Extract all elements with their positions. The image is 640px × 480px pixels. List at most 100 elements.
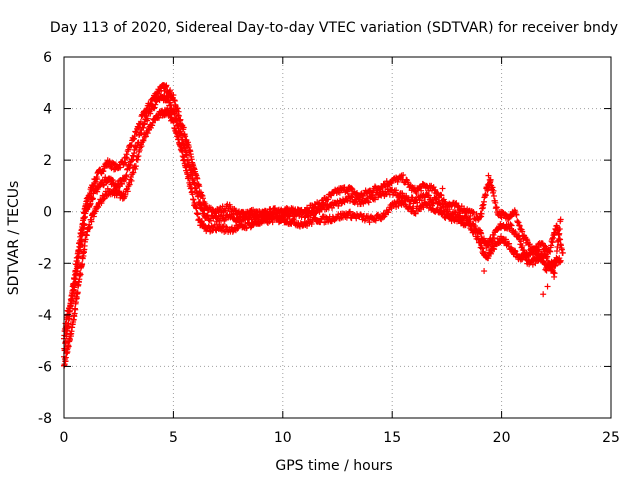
data-point-track-middle [341, 199, 348, 206]
data-point-track-upper [478, 210, 485, 217]
data-point-track-lower [136, 147, 143, 154]
data-point-track-lower [290, 215, 297, 222]
data-point-track-upper [348, 185, 355, 192]
data-point-track-middle [348, 193, 355, 200]
data-point-track-upper [473, 211, 480, 218]
data-point-track-lower [134, 153, 141, 160]
data-point-track-middle [515, 233, 522, 240]
data-point-track-middle [456, 209, 463, 216]
data-point-track-lower [535, 248, 542, 255]
data-point-track-lower [347, 208, 354, 215]
data-point-track-lower [130, 169, 137, 176]
data-point-track-middle [393, 187, 400, 194]
axis-ticks [63, 56, 612, 419]
data-point-track-upper [541, 242, 548, 249]
y-tick-labels: -8 -6 -4 -2 0 2 4 6 [38, 50, 52, 427]
data-point-track-lower [537, 252, 544, 259]
data-point-track-middle [554, 243, 561, 250]
data-point-track-middle [555, 237, 562, 244]
data-point-track-middle [69, 298, 76, 305]
data-point-track-lower [385, 209, 392, 216]
data-point-track-middle [151, 104, 158, 111]
data-point-track-middle [508, 222, 515, 229]
y-tick-label: -4 [38, 308, 52, 324]
data-point-track-middle [129, 157, 136, 164]
data-point-track-middle [556, 226, 563, 233]
data-point-track-upper [482, 192, 489, 199]
data-points [61, 81, 566, 369]
data-point-track-upper [180, 124, 187, 131]
data-point-track-middle [395, 194, 402, 201]
data-point-track-middle [442, 204, 449, 211]
data-point-track-lower [491, 246, 498, 253]
data-point-track-middle [425, 192, 432, 199]
plot-frame [63, 56, 612, 419]
data-point-track-middle [141, 121, 148, 128]
data-point-track-middle [519, 242, 526, 249]
data-point-track-middle [364, 198, 371, 205]
data-point-track-lower [72, 306, 79, 313]
x-axis-label: GPS time / hours [275, 458, 392, 474]
data-point-track-middle [433, 196, 440, 203]
data-point-track-upper [559, 249, 566, 256]
data-point-track-lower [490, 245, 497, 252]
data-point-track-lower [269, 219, 276, 226]
data-point-track-middle [151, 105, 158, 112]
x-tick-label: 15 [383, 430, 401, 446]
data-point-track-lower [88, 218, 95, 225]
data-point-track-lower [124, 185, 131, 192]
y-tick-label: 0 [43, 205, 52, 221]
data-point-track-lower [312, 215, 319, 222]
data-point-track-upper [271, 205, 278, 212]
data-point-track-lower [512, 248, 519, 255]
data-point-track-upper [492, 199, 499, 206]
data-point-outlier [481, 268, 488, 275]
x-tick-labels: 0 5 10 15 20 25 [60, 430, 620, 446]
data-point-track-middle [490, 231, 497, 238]
y-tick-label: -8 [38, 411, 52, 427]
data-point-track-middle [557, 216, 564, 223]
data-point-track-upper [196, 183, 203, 190]
data-point-track-middle [81, 220, 88, 227]
data-point-track-lower [346, 209, 353, 216]
data-point-track-lower [474, 233, 481, 240]
data-point-track-middle [550, 269, 557, 276]
data-point-outlier [544, 283, 551, 290]
data-point-track-upper [130, 136, 137, 143]
data-point-track-lower [543, 267, 550, 274]
data-point-track-lower [137, 144, 144, 151]
data-point-track-lower [366, 219, 373, 226]
data-point-track-middle [78, 237, 85, 244]
data-point-track-middle [418, 197, 425, 204]
data-point-track-upper [304, 204, 311, 211]
data-point-track-upper [512, 211, 519, 218]
data-point-track-middle [173, 115, 180, 122]
x-tick-label: 5 [169, 430, 178, 446]
data-point-track-upper [328, 192, 335, 199]
data-point-track-upper [514, 218, 521, 225]
data-point-track-middle [126, 165, 133, 172]
data-point-track-middle [183, 152, 190, 159]
data-point-track-upper [94, 176, 101, 183]
data-point-track-middle [75, 259, 82, 266]
data-point-track-upper [516, 222, 523, 229]
data-point-track-middle [463, 214, 470, 221]
data-point-track-middle [131, 150, 138, 157]
data-point-track-lower [124, 188, 131, 195]
data-point-track-upper [170, 92, 177, 99]
data-point-track-middle [127, 161, 134, 168]
data-point-track-middle [409, 194, 416, 201]
data-point-track-lower [116, 188, 123, 195]
data-point-track-middle [77, 242, 84, 249]
y-tick-label: 6 [43, 50, 52, 66]
data-point-track-middle [399, 190, 406, 197]
data-point-track-upper [513, 211, 520, 218]
data-point-track-upper [336, 189, 343, 196]
data-point-track-upper [325, 196, 332, 203]
data-point-track-middle [544, 253, 551, 260]
data-point-track-upper [526, 241, 533, 248]
data-point-track-lower [135, 153, 142, 160]
data-point-track-middle [516, 232, 523, 239]
x-tick-label: 25 [602, 430, 620, 446]
data-point-outlier [485, 172, 492, 179]
